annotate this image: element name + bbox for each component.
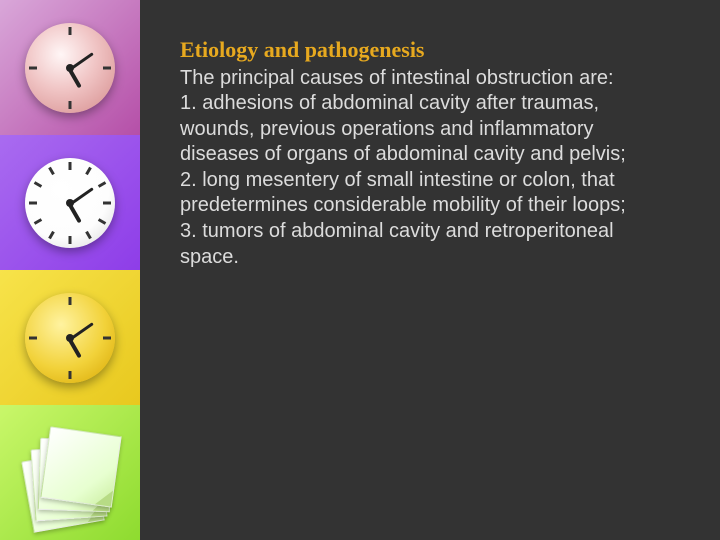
- body-line: 3. tumors of abdominal cavity and retrop…: [180, 219, 670, 270]
- slide: Etiology and pathogenesis The principal …: [0, 0, 720, 540]
- clock-icon: [25, 158, 115, 248]
- clock-icon: [25, 293, 115, 383]
- decorative-sidebar: [0, 0, 140, 540]
- sidebar-tile-2: [0, 135, 140, 270]
- body-line: The principal causes of intestinal obstr…: [180, 66, 670, 92]
- body-line: 2. long mesentery of small intestine or …: [180, 168, 670, 219]
- text-area: Etiology and pathogenesis The principal …: [180, 36, 670, 270]
- slide-title: Etiology and pathogenesis: [180, 36, 670, 64]
- slide-body: The principal causes of intestinal obstr…: [180, 66, 670, 271]
- sidebar-tile-3: [0, 270, 140, 405]
- clock-icon: [25, 23, 115, 113]
- sidebar-tile-1: [0, 0, 140, 135]
- body-line: 1. adhesions of abdominal cavity after t…: [180, 91, 670, 168]
- paper-stack-icon: [23, 425, 118, 520]
- sidebar-tile-4: [0, 405, 140, 540]
